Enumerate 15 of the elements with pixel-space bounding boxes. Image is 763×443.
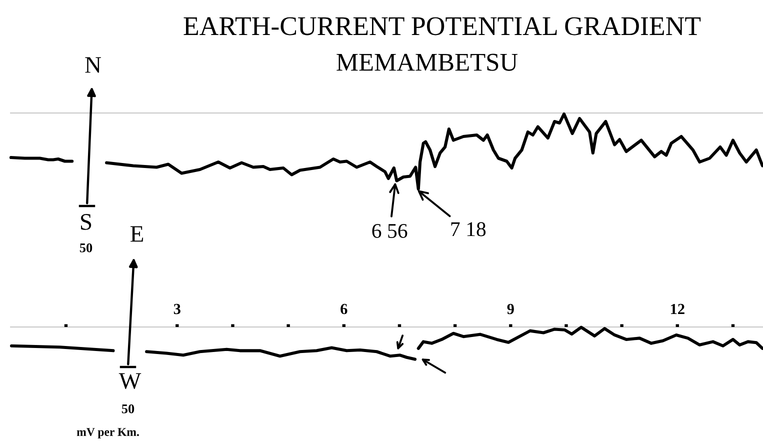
x-tick-label: 6: [340, 304, 348, 314]
text: mV per Km.: [76, 428, 139, 438]
chart-title: EARTH-CURRENT POTENTIAL GRADIENT: [184, 17, 701, 36]
text: 50: [122, 404, 134, 414]
text: S: [81, 214, 92, 230]
text: N: [85, 57, 101, 73]
chart-subtitle: MEMAMBETSU: [336, 54, 518, 71]
text: W: [118, 373, 142, 390]
x-tick-label: 3: [174, 304, 180, 314]
text: 50: [80, 243, 92, 252]
x-tick-label: 12: [670, 304, 684, 314]
annotation: 6 56: [372, 224, 408, 238]
text: E: [130, 226, 144, 242]
x-tick-label: 9: [507, 304, 514, 314]
annotation: 7 18: [451, 222, 486, 236]
